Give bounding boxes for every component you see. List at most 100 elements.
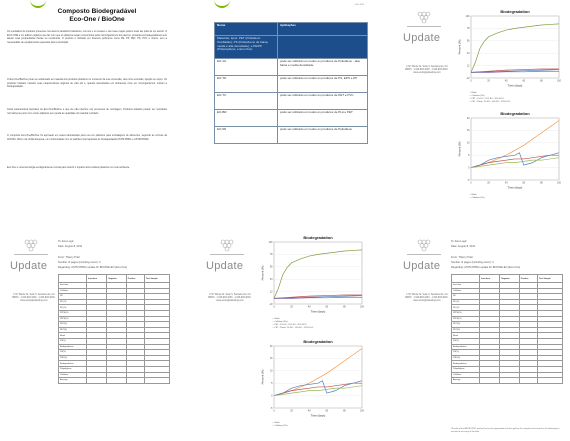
leaf-icon [214,0,230,8]
table-cell [143,349,171,356]
y-tick-label: 5 [271,382,273,385]
series-line [470,157,560,168]
table-header-row: Inoculum Negative Positive Test Sample [450,274,564,283]
table-row: PE [57,293,171,300]
legend-item: — Blank [469,92,477,94]
table-cell [499,349,520,356]
table-cell [518,326,538,334]
y-tick-label: -10 [466,77,470,80]
chart-legend: — Blank — Cellulose (Ptv) [469,194,561,200]
table-row: PE (%) [57,304,171,311]
x-tick-label: 80 [540,182,543,185]
table-cell [125,332,145,339]
y-tick-label: 0 [271,394,273,397]
table-cell: EO-5D [214,126,278,144]
table-row: Biodegradation [57,343,171,351]
chart-title: Biodegradation [500,9,530,14]
legend-item: — Cellulose (Ptv) [469,197,485,199]
table-cell [106,293,127,300]
legend-item: — Blank [272,318,280,320]
table-row: PS(%) [57,349,171,356]
memo-date: Date: August 8, 2011 [451,245,476,248]
table-cell: pode ser utilizado em todos os produtos … [277,75,368,93]
table-cell [536,332,564,339]
memo-from: From: Thierry Pratt [58,256,80,259]
table-cell [518,343,538,351]
x-tick-label: 100 [360,410,365,413]
y-tick-label: -5 [467,179,470,182]
results-table: Inoculum Negative Positive Test Sample Inocu… [450,274,564,384]
table-row: PET(%) [57,326,171,334]
x-tick-label: 40 [505,182,508,185]
table-cell [536,287,564,295]
title-line-1: Composto Biodegradável [57,8,137,15]
divider [407,26,441,27]
chart-legend: — Blank — Cellulose (Ptv) — PET - 1% EO … [469,92,561,104]
update-heading: Update [403,32,441,44]
legend-item: — Blank [469,194,477,196]
table-header: Nome [214,22,278,36]
biodegradation-chart-1: Biodegradation -10 12 34 56 78 100 0 20 40 60 80 100… [261,235,365,314]
y-tick-label: 15 [467,129,470,132]
update-chart-page: Update 1717 Monte St. Suite 5, Sacrament… [198,228,368,440]
plot-area [273,345,363,409]
table-cell [536,326,564,334]
y-tick-label: 15 [270,357,273,360]
table-row: Blank [57,332,171,339]
x-tick-label: 40 [308,306,311,309]
table-cell [499,343,520,351]
table-cell [106,287,127,295]
table-header [450,274,481,283]
memo-regarding: Regarding: ASTM D5511 update for BIOONE-… [58,266,128,269]
legend-item: — PET - Plastic 1% EO - 10% EO - 20% EO-… [469,101,511,103]
table-cell [499,377,520,384]
y-tick-label: 100 [466,15,471,18]
table-cell [499,321,520,328]
table-cell [143,298,171,306]
table-cell [143,354,171,362]
table-row: Cellulose [450,287,564,295]
table-cell [518,337,538,345]
table-cell [479,377,501,384]
y-tick-label: 20 [467,117,470,120]
table-cell [499,304,520,311]
x-tick-label: 0 [470,80,472,83]
lab-logo-icon [24,239,38,252]
table-header: Negative [106,274,127,283]
table-cell [499,293,520,300]
series-line [273,295,363,299]
x-tick-label: 80 [343,306,346,309]
table-cell [499,371,520,379]
divider [407,254,441,255]
update-heading: Update [206,260,244,272]
table-cell: Average [57,377,88,384]
table-cell [536,282,564,289]
x-tick-label: 100 [557,182,562,185]
table-subheader: Materiais, tipos: PET (Polietileno Teref… [214,35,278,59]
x-tick-label: 20 [290,306,293,309]
table-cell [143,326,171,334]
table-cell [536,298,564,306]
memo-to: To: Eco-Logic [58,240,74,243]
table-header: Positive [518,274,538,283]
series-line [470,68,559,73]
memo-pages: Number of pages (including cover): 3 [58,261,101,264]
table-cell [499,337,520,345]
table-cell [106,282,127,289]
table-cell [125,326,145,334]
table-cell [518,365,538,373]
table-cell [106,360,127,367]
y-tick-label: 5 [468,154,470,157]
table-cell: EO-TD [214,75,278,93]
table-cell [106,304,127,311]
x-tick-label: 20 [290,410,293,413]
table-row: Blank [450,332,564,339]
lab-address: 1717 Monte St. Suite 5, Sacramento, CA 9… [12,294,56,303]
chart-title: Biodegradation [303,339,333,344]
x-tick-label: 100 [557,80,562,83]
title-line-2: Eco-One / BioOne [69,16,125,23]
leaf-icon [30,0,46,8]
table-row: Polyethylene [57,365,171,373]
table-cell [143,377,171,384]
